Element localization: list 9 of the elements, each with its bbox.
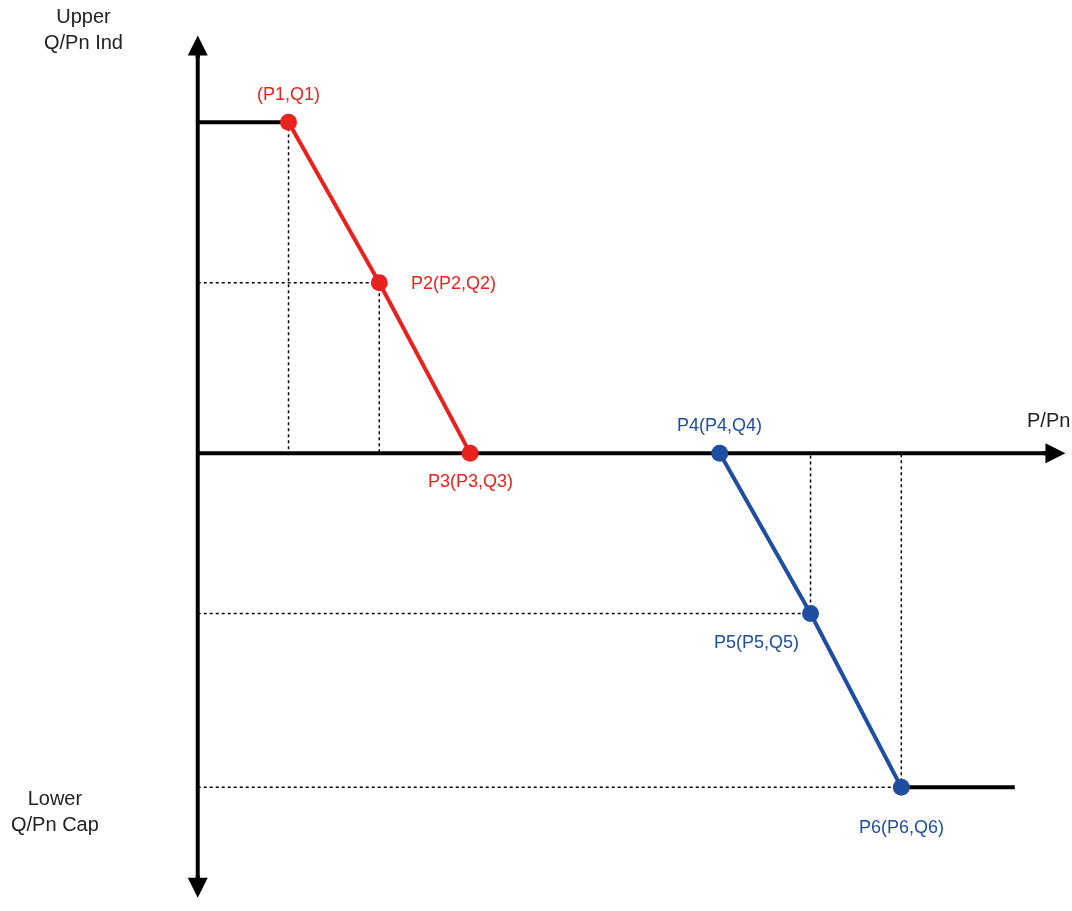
x-axis-title: P/Pn (1027, 409, 1071, 431)
annotation: P2(P2,Q2) (411, 273, 497, 293)
text: Upper Q/Pn Ind (44, 5, 123, 53)
annotation: P4(P4,Q4) (677, 415, 763, 435)
annotation: P3(P3,Q3) (428, 471, 514, 491)
text: P6(P6,Q6) (859, 817, 945, 837)
text: (P1,Q1) (257, 84, 321, 104)
text: Lower Q/Pn Cap (11, 787, 99, 835)
annotation: P5(P5,Q5) (714, 632, 800, 652)
